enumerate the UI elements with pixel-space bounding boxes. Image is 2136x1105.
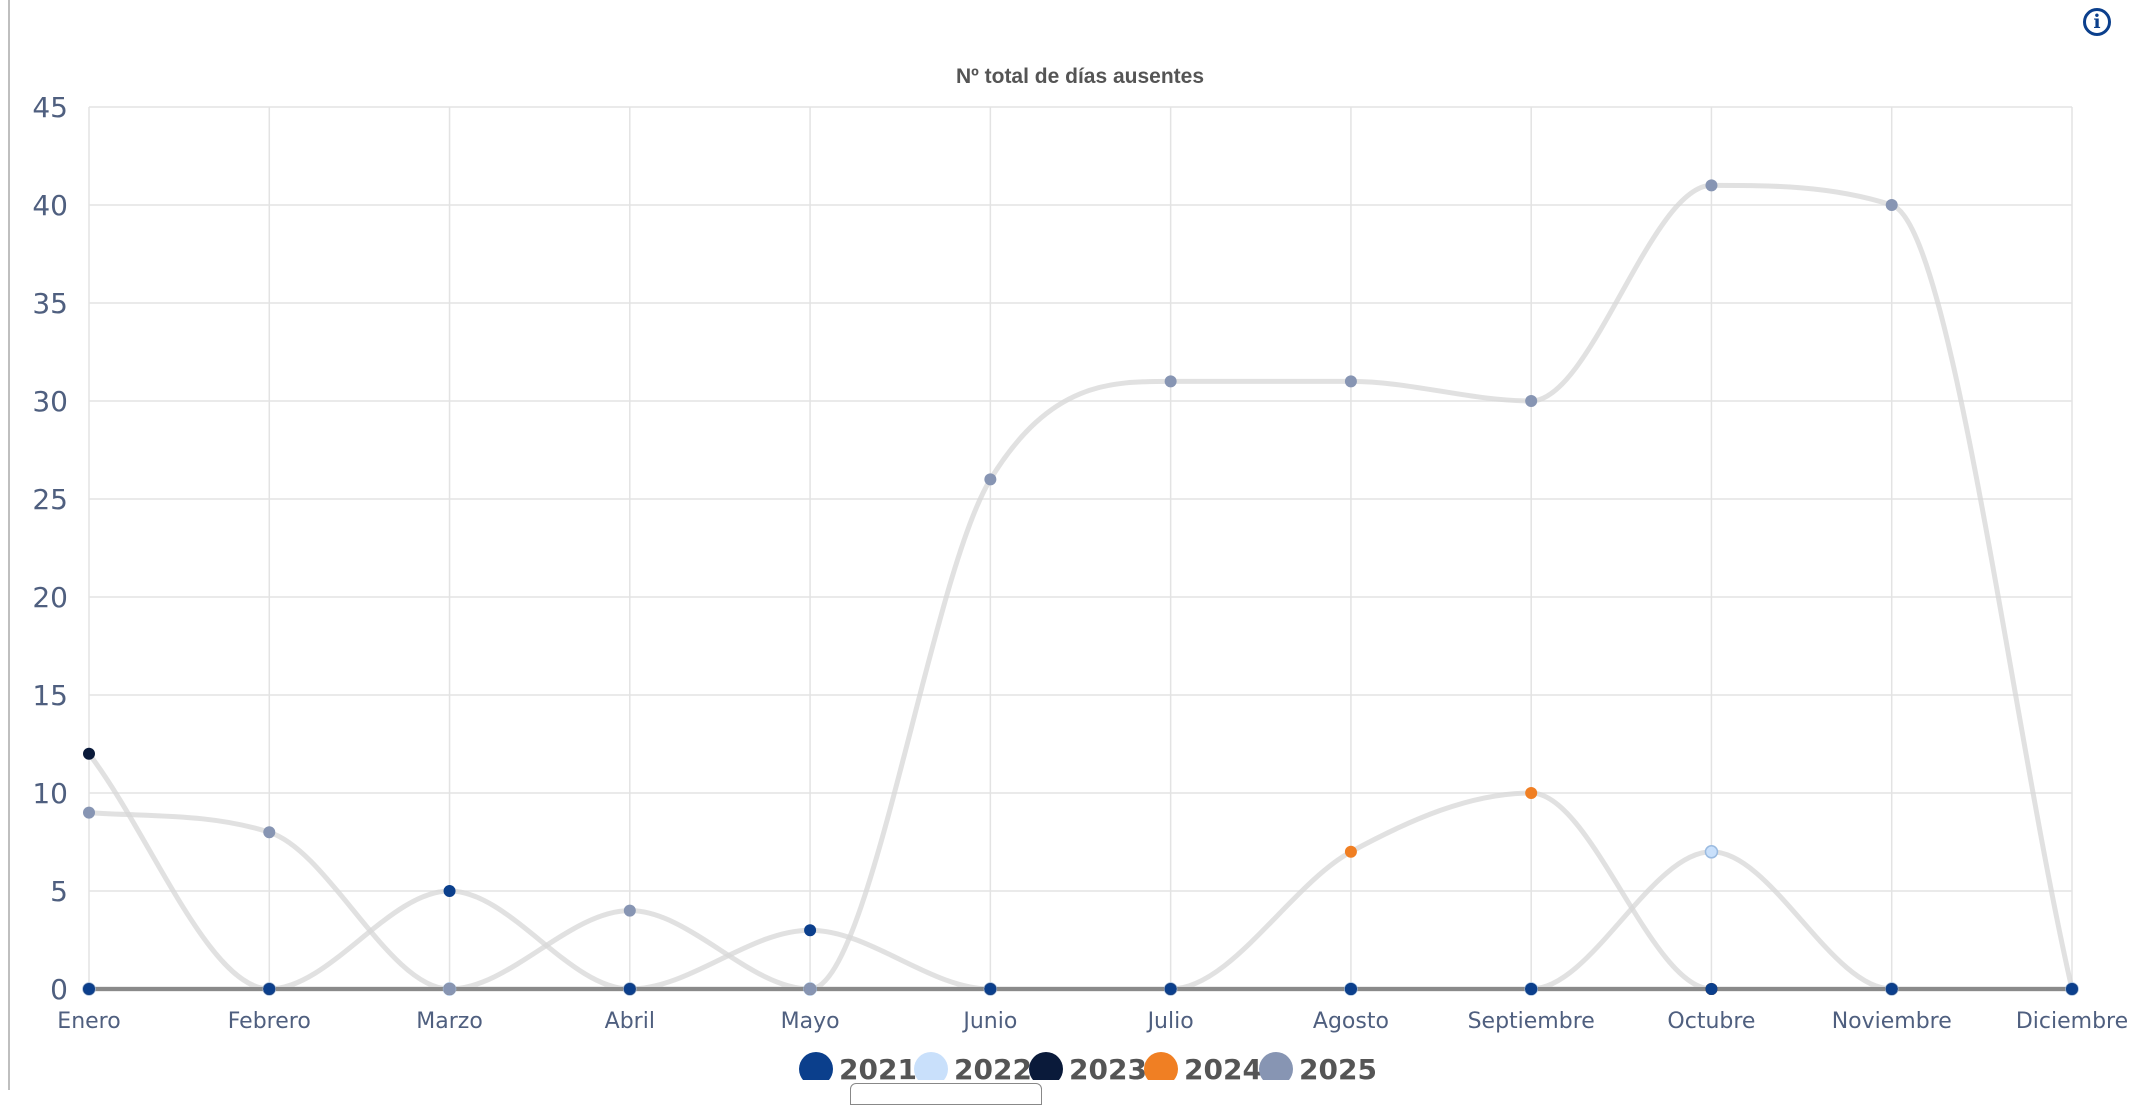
legend-swatch-2024[interactable] [1144, 1052, 1178, 1080]
y-tick-label: 20 [32, 581, 68, 614]
point-2025-Agosto[interactable] [1344, 375, 1357, 388]
legend: 2021 2022 2023 2024 2025 [799, 1052, 1377, 1080]
x-tick-label: Septiembre [1468, 1009, 1595, 1034]
point-2021-overlay-Diciembre[interactable] [2066, 983, 2078, 995]
chart-title: Nº total de días ausentes [956, 65, 1204, 88]
point-2025-Mayo[interactable] [804, 983, 817, 995]
point-2023-Enero[interactable] [83, 747, 95, 760]
x-axis: Enero Febrero Marzo Abril Mayo Junio Julio Agos… [57, 1009, 2128, 1034]
left-border [8, 0, 10, 1090]
x-tick-label: Junio [961, 1009, 1017, 1034]
point-2021-overlay-Febrero[interactable] [263, 983, 276, 995]
grid [88, 106, 2073, 989]
y-tick-label: 25 [32, 483, 68, 516]
x-tick-label: Octubre [1667, 1009, 1755, 1034]
x-tick-label: Enero [57, 1009, 120, 1034]
legend-swatch-2022[interactable] [914, 1052, 948, 1080]
legend-label-2022[interactable]: 2022 [954, 1053, 1032, 1080]
x-tick-label: Agosto [1313, 1009, 1389, 1034]
series-line-2025 [88, 182, 2075, 992]
series-lines [87, 182, 2075, 992]
x-tick-label: Noviembre [1832, 1009, 1952, 1034]
x-tick-label: Julio [1146, 1009, 1194, 1034]
point-2025-Septiembre[interactable] [1525, 395, 1538, 407]
y-axis: 0 5 10 15 20 25 30 35 40 45 [32, 91, 68, 1006]
point-2021-overlay-Octubre[interactable] [1705, 983, 1718, 995]
point-2021-overlay-Noviembre[interactable] [1885, 983, 1898, 995]
y-tick-label: 5 [50, 875, 68, 908]
point-2021-overlay-Septiembre[interactable] [1525, 983, 1538, 995]
legend-swatch-2025[interactable] [1259, 1052, 1293, 1080]
legend-swatch-2023[interactable] [1029, 1052, 1063, 1080]
y-tick-label: 15 [32, 679, 68, 712]
point-2025-Abril[interactable] [623, 904, 636, 917]
point-2025-Julio[interactable] [1164, 375, 1177, 388]
point-2024-Agosto[interactable] [1344, 845, 1357, 858]
legend-label-2024[interactable]: 2024 [1184, 1053, 1262, 1080]
y-tick-label: 30 [32, 385, 68, 418]
point-2025-Junio[interactable] [984, 473, 997, 486]
series-line-2023 [87, 752, 2072, 992]
y-tick-label: 45 [32, 91, 68, 124]
line-chart: Nº total de días ausentes 05101520253035… [32, 65, 2128, 1080]
x-tick-label: Mayo [781, 1009, 840, 1034]
series-points [82, 179, 2079, 996]
bottom-tab[interactable] [850, 1083, 1042, 1105]
x-tick-label: Diciembre [2016, 1009, 2128, 1034]
legend-swatch-2021[interactable] [799, 1052, 833, 1080]
y-tick-label: 10 [32, 777, 68, 810]
point-2021-overlay-Abril[interactable] [623, 983, 636, 995]
point-2021-Marzo[interactable] [443, 885, 456, 897]
point-2025-Marzo[interactable] [443, 983, 456, 995]
legend-label-2025[interactable]: 2025 [1299, 1053, 1377, 1080]
point-2025-Febrero[interactable] [263, 826, 276, 839]
point-2021-Mayo[interactable] [804, 924, 817, 937]
x-tick-label: Marzo [416, 1009, 483, 1034]
point-2021-overlay-Junio[interactable] [984, 983, 997, 995]
legend-label-2021[interactable]: 2021 [839, 1053, 917, 1080]
legend-label-2023[interactable]: 2023 [1069, 1053, 1147, 1080]
point-2025-Enero[interactable] [83, 806, 95, 819]
info-circle-icon[interactable]: i [2083, 8, 2111, 36]
y-tick-label: 40 [32, 189, 68, 222]
x-tick-label: Abril [605, 1009, 655, 1034]
point-2021-overlay-Enero[interactable] [83, 983, 95, 995]
point-2021-overlay-Julio[interactable] [1164, 983, 1177, 995]
point-2025-Octubre[interactable] [1705, 179, 1718, 192]
series-line-2021 [89, 888, 2072, 992]
point-2021-overlay-Agosto[interactable] [1344, 983, 1357, 995]
y-tick-label: 0 [50, 973, 68, 1006]
point-2022-Octubre[interactable] [1704, 845, 1719, 859]
point-2024-Septiembre[interactable] [1525, 787, 1538, 799]
y-tick-label: 35 [32, 287, 68, 320]
point-2025-Noviembre[interactable] [1885, 199, 1898, 211]
x-tick-label: Febrero [228, 1009, 311, 1034]
